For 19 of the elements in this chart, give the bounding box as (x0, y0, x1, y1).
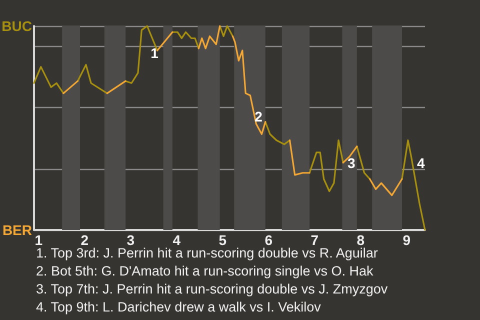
x-tick-label: 2 (80, 232, 89, 248)
x-tick-label: 8 (356, 232, 365, 248)
x-tick-label: 4 (172, 232, 181, 248)
text: 1. Top 3rd: J. Perrin hit a run-scoring double vs R. Aguilar (36, 246, 378, 260)
annotation: 1 (150, 45, 159, 62)
text: 3. Top 7th: J. Perrin hit a run-scoring double vs J. Zmyzgov (36, 282, 388, 296)
text: 4. Top 9th: L. Darichev drew a walk vs I. Vekilov (36, 300, 322, 314)
text: BER (2, 222, 32, 238)
x-tick-label: 5 (218, 232, 227, 248)
x-tick-label: 9 (402, 232, 411, 248)
annotation: 4 (416, 155, 425, 172)
x-tick-label: 3 (126, 232, 135, 248)
text: 2. Bot 5th: G. D'Amato hit a run-scoring single vs O. Hak (36, 264, 374, 278)
annotation: 2 (254, 108, 263, 124)
x-tick-label: 1 (34, 232, 43, 248)
text: BUC (2, 18, 32, 34)
x-tick-label: 6 (264, 232, 273, 248)
annotation: 3 (348, 155, 356, 172)
x-tick-label: 7 (310, 232, 319, 248)
